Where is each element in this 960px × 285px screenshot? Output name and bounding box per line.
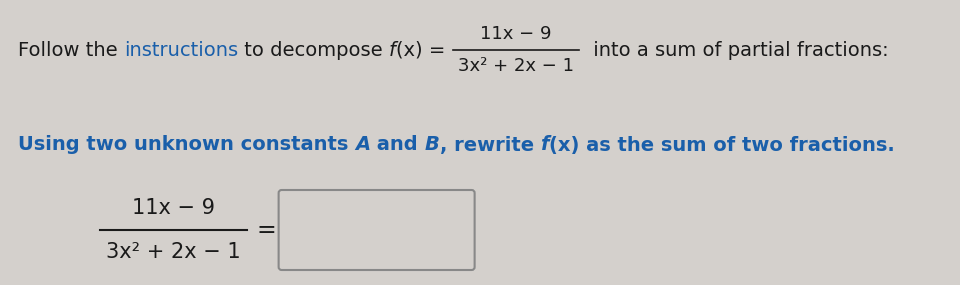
Text: (x) as the sum of two fractions.: (x) as the sum of two fractions. [549, 135, 895, 154]
Text: 11x − 9: 11x − 9 [480, 25, 552, 43]
Text: into a sum of partial fractions:: into a sum of partial fractions: [588, 40, 889, 60]
Text: f: f [540, 135, 549, 154]
Text: instructions: instructions [124, 40, 238, 60]
Text: and: and [371, 135, 424, 154]
Text: Follow the: Follow the [18, 40, 124, 60]
Text: to decompose: to decompose [238, 40, 389, 60]
Text: =: = [256, 218, 276, 242]
FancyBboxPatch shape [278, 190, 474, 270]
Text: Using two unknown constants: Using two unknown constants [18, 135, 355, 154]
Text: f: f [389, 40, 396, 60]
Text: (x) =: (x) = [396, 40, 445, 60]
Text: , rewrite: , rewrite [440, 135, 540, 154]
Text: 3x² + 2x − 1: 3x² + 2x − 1 [458, 57, 574, 75]
Text: B: B [424, 135, 440, 154]
Text: A: A [355, 135, 371, 154]
Text: 11x − 9: 11x − 9 [132, 198, 215, 218]
Text: 3x² + 2x − 1: 3x² + 2x − 1 [106, 242, 241, 262]
